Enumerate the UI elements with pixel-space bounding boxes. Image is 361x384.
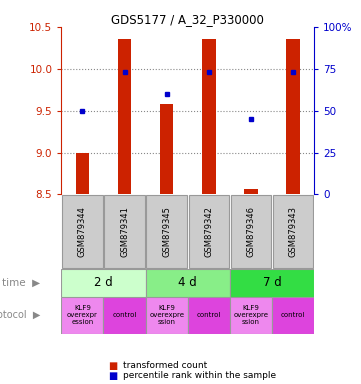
FancyBboxPatch shape: [230, 269, 314, 297]
FancyBboxPatch shape: [272, 297, 314, 334]
FancyBboxPatch shape: [188, 297, 230, 334]
Bar: [160, 104, 173, 194]
Text: control: control: [197, 313, 221, 318]
Text: percentile rank within the sample: percentile rank within the sample: [123, 371, 276, 380]
Text: GSM879346: GSM879346: [247, 206, 255, 257]
Text: GSM879342: GSM879342: [204, 206, 213, 257]
FancyBboxPatch shape: [104, 195, 145, 268]
Text: time  ▶: time ▶: [2, 278, 40, 288]
Text: GSM879343: GSM879343: [288, 206, 297, 257]
Text: 4 d: 4 d: [178, 276, 197, 290]
Bar: [286, 40, 300, 194]
Bar: [202, 40, 216, 194]
Text: GSM879344: GSM879344: [78, 206, 87, 257]
FancyBboxPatch shape: [61, 269, 145, 297]
FancyBboxPatch shape: [230, 297, 272, 334]
Text: protocol  ▶: protocol ▶: [0, 310, 40, 321]
Text: KLF9
overexpr
ession: KLF9 overexpr ession: [67, 305, 98, 326]
Text: transformed count: transformed count: [123, 361, 207, 370]
FancyBboxPatch shape: [188, 195, 229, 268]
Text: control: control: [112, 313, 137, 318]
FancyBboxPatch shape: [145, 269, 230, 297]
FancyBboxPatch shape: [61, 297, 104, 334]
FancyBboxPatch shape: [62, 195, 103, 268]
Text: GSM879345: GSM879345: [162, 206, 171, 257]
FancyBboxPatch shape: [273, 195, 313, 268]
Text: 7 d: 7 d: [262, 276, 281, 290]
Title: GDS5177 / A_32_P330000: GDS5177 / A_32_P330000: [111, 13, 264, 26]
Text: GSM879341: GSM879341: [120, 206, 129, 257]
FancyBboxPatch shape: [104, 297, 145, 334]
Text: KLF9
overexpre
ssion: KLF9 overexpre ssion: [234, 305, 268, 326]
Bar: [76, 153, 89, 194]
Text: ■: ■: [108, 371, 118, 381]
FancyBboxPatch shape: [147, 195, 187, 268]
Text: ■: ■: [108, 361, 118, 371]
Text: 2 d: 2 d: [94, 276, 113, 290]
FancyBboxPatch shape: [231, 195, 271, 268]
Bar: [244, 189, 258, 194]
Text: KLF9
overexpre
ssion: KLF9 overexpre ssion: [149, 305, 184, 326]
Text: control: control: [281, 313, 305, 318]
FancyBboxPatch shape: [145, 297, 188, 334]
Bar: [118, 40, 131, 194]
